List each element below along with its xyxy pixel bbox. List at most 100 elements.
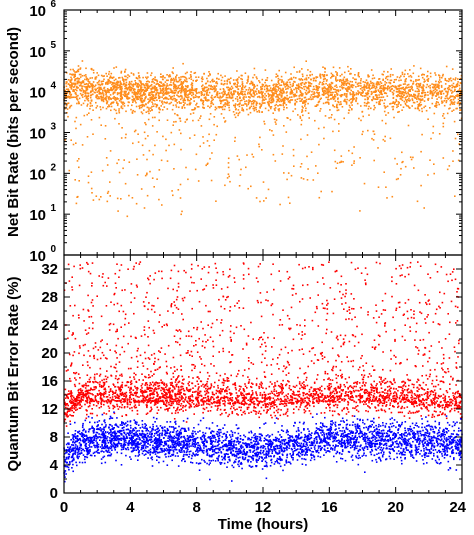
net-bit-rate-point bbox=[313, 92, 316, 94]
net-bit-rate-point bbox=[275, 76, 277, 78]
qber-red-point bbox=[313, 405, 315, 408]
qber-red-point bbox=[118, 387, 120, 389]
net-bit-rate-point bbox=[123, 90, 125, 93]
net-bit-rate-point bbox=[192, 89, 194, 92]
net-bit-rate-point bbox=[134, 95, 137, 97]
net-bit-rate-point bbox=[159, 91, 162, 93]
qber-red-point bbox=[291, 397, 294, 399]
qber-red-point bbox=[198, 402, 200, 405]
net-bit-rate-point bbox=[162, 90, 165, 93]
net-bit-rate-point bbox=[157, 83, 159, 85]
net-bit-rate-point bbox=[104, 89, 107, 92]
net-bit-rate-point bbox=[416, 95, 419, 97]
qber-red-point bbox=[70, 397, 73, 399]
qber-red-point bbox=[145, 399, 148, 401]
net-bit-rate-point bbox=[312, 98, 314, 100]
net-bit-rate-point bbox=[226, 101, 229, 103]
qber-red-point bbox=[434, 368, 436, 371]
qber-red-point bbox=[298, 400, 301, 402]
net-bit-rate-point bbox=[228, 106, 230, 109]
net-bit-rate-point bbox=[363, 104, 366, 107]
net-bit-rate-point bbox=[164, 81, 167, 83]
net-bit-rate-point bbox=[249, 82, 252, 85]
net-bit-rate-point bbox=[153, 87, 155, 89]
net-bit-rate-point bbox=[377, 186, 380, 188]
qber-red-point bbox=[206, 371, 209, 374]
net-bit-rate-point bbox=[119, 76, 121, 79]
net-bit-rate-point bbox=[321, 88, 324, 91]
net-bit-rate-point bbox=[186, 90, 189, 92]
net-bit-rate-point bbox=[86, 88, 88, 90]
net-bit-rate-point bbox=[91, 89, 94, 92]
net-bit-rate-point bbox=[95, 95, 97, 97]
qber-red-point bbox=[414, 411, 417, 414]
net-bit-rate-point bbox=[166, 119, 169, 121]
net-bit-rate-point bbox=[180, 132, 182, 135]
net-bit-rate-point bbox=[206, 140, 209, 142]
net-bit-rate-point bbox=[110, 102, 113, 105]
qber-red-point bbox=[446, 391, 449, 394]
qber-red-point bbox=[124, 317, 127, 320]
qber-red-point bbox=[207, 400, 210, 403]
net-bit-rate-point bbox=[152, 87, 154, 90]
net-bit-rate-point bbox=[366, 82, 369, 84]
net-bit-rate-point bbox=[205, 92, 208, 94]
net-bit-rate-point bbox=[267, 85, 269, 87]
net-bit-rate-point bbox=[354, 74, 356, 76]
qber-red-point bbox=[177, 375, 180, 377]
net-bit-rate-point bbox=[146, 72, 149, 74]
net-bit-rate-point bbox=[178, 84, 181, 87]
net-bit-rate-point bbox=[115, 112, 118, 115]
net-bit-rate-point bbox=[179, 120, 182, 122]
qber-red-point bbox=[301, 267, 304, 270]
net-bit-rate-point bbox=[241, 83, 243, 86]
qber-red-point bbox=[108, 394, 111, 396]
net-bit-rate-point bbox=[413, 93, 416, 96]
qber-red-point bbox=[400, 362, 402, 364]
tick-base: 10 bbox=[29, 207, 46, 224]
net-bit-rate-point bbox=[409, 107, 411, 109]
net-bit-rate-point bbox=[136, 174, 139, 176]
qber-red-point bbox=[400, 394, 403, 396]
net-bit-rate-point bbox=[321, 83, 324, 86]
net-bit-rate-point bbox=[85, 74, 87, 76]
net-bit-rate-point bbox=[278, 87, 280, 90]
net-bit-rate-point bbox=[379, 103, 381, 105]
net-bit-rate-point bbox=[395, 86, 398, 88]
net-bit-rate-point bbox=[316, 95, 318, 98]
net-bit-rate-point bbox=[263, 99, 266, 101]
net-bit-rate-point bbox=[113, 95, 115, 98]
net-bit-rate-point bbox=[118, 110, 120, 112]
qber-red-point bbox=[100, 405, 102, 408]
net-bit-rate-point bbox=[151, 91, 154, 94]
net-bit-rate-point bbox=[135, 82, 137, 84]
qber-red-point bbox=[379, 394, 381, 397]
net-bit-rate-point bbox=[67, 79, 70, 81]
qber-red-point bbox=[316, 400, 319, 402]
qber-red-point bbox=[308, 410, 311, 412]
qber-red-point bbox=[363, 400, 365, 402]
net-bit-rate-point bbox=[275, 92, 277, 95]
qber-red-point bbox=[418, 349, 420, 352]
net-bit-rate-point bbox=[70, 139, 72, 141]
net-bit-rate-point bbox=[243, 93, 246, 96]
qber-red-point bbox=[439, 395, 441, 398]
net-bit-rate-point bbox=[459, 102, 462, 104]
net-bit-rate-point bbox=[136, 92, 138, 95]
net-bit-rate-point bbox=[335, 71, 337, 73]
qber-red-point bbox=[287, 397, 289, 400]
net-bit-rate-point bbox=[81, 96, 84, 98]
qber-red-point bbox=[169, 382, 172, 384]
net-bit-rate-point bbox=[279, 78, 281, 81]
net-bit-rate-point bbox=[305, 89, 308, 92]
qber-red-point bbox=[270, 373, 273, 375]
net-bit-rate-point bbox=[120, 90, 123, 92]
net-bit-rate-point bbox=[435, 104, 437, 107]
qber-red-point bbox=[257, 412, 260, 414]
qber-red-point bbox=[96, 373, 98, 375]
net-bit-rate-point bbox=[277, 89, 280, 91]
qber-red-point bbox=[93, 355, 95, 358]
qber-red-point bbox=[263, 400, 265, 402]
net-bit-rate-point bbox=[244, 103, 246, 105]
net-bit-rate-point bbox=[86, 92, 88, 94]
